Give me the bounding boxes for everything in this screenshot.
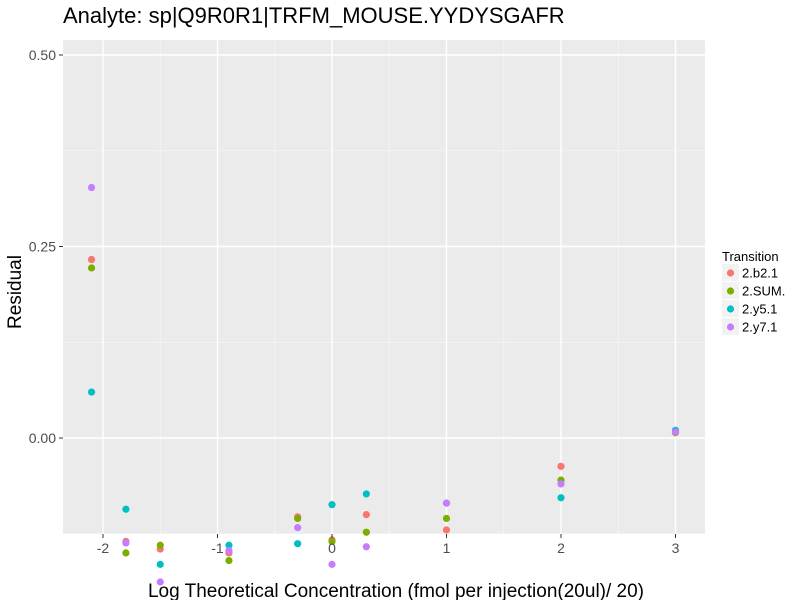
data-point (87, 255, 96, 264)
legend: Transition 2.b2.1 2.SUM. 2.y5.1 2.y7.1 (722, 249, 785, 335)
x-tick-label: 0 (328, 540, 336, 556)
legend-key (726, 305, 735, 313)
data-point (122, 505, 130, 513)
data-point (442, 514, 451, 523)
x-tick-label: -2 (97, 540, 110, 556)
data-point (557, 494, 565, 502)
legend-label: 2.y7.1 (742, 320, 777, 335)
data-point (557, 462, 565, 470)
legend-key (726, 269, 735, 277)
data-point (225, 541, 233, 549)
x-tick-label: -1 (211, 540, 224, 556)
data-point (87, 183, 96, 192)
data-point (362, 510, 370, 519)
legend-label: 2.y5.1 (742, 302, 777, 317)
x-tick-label: 2 (557, 540, 565, 556)
data-point (122, 539, 130, 547)
legend-title: Transition (722, 249, 779, 264)
x-tick-label: 1 (443, 540, 451, 556)
major-gridlines (63, 40, 705, 534)
data-point (156, 541, 164, 549)
legend-key (726, 287, 735, 295)
data-point (328, 501, 336, 509)
x-axis-title: Log Theoretical Concentration (fmol per … (148, 581, 644, 600)
chart-title: Analyte: sp|Q9R0R1|TRFM_MOUSE.YYDYSGAFR (63, 3, 565, 28)
data-point (442, 526, 451, 534)
data-point (442, 499, 451, 507)
data-point (362, 528, 370, 536)
data-point (362, 543, 370, 551)
y-tick-label: 0.00 (29, 430, 56, 446)
data-point (328, 537, 336, 546)
y-tick-label: 0.25 (29, 239, 56, 255)
data-point (87, 388, 96, 396)
plot-panel (63, 40, 705, 534)
y-axis-title: Residual (5, 255, 26, 329)
legend-key (726, 323, 735, 331)
data-point (156, 578, 164, 586)
data-points (87, 183, 680, 586)
data-point (87, 264, 96, 272)
data-point (362, 490, 370, 498)
data-point (557, 480, 565, 488)
minor-gridlines (63, 40, 705, 535)
data-point (225, 547, 233, 555)
data-point (294, 540, 302, 548)
y-axis-ticks: 0.000.250.500.751.00 (29, 47, 63, 446)
data-point (294, 514, 302, 523)
x-tick-label: 3 (672, 540, 680, 556)
data-point (671, 428, 680, 436)
data-point (122, 549, 130, 557)
x-axis-ticks: -2 -1 0 1 2 3 (97, 534, 680, 556)
y-tick-label: 0.50 (29, 47, 56, 63)
data-point (225, 556, 233, 565)
data-point (328, 560, 336, 568)
legend-label: 2.b2.1 (742, 266, 778, 281)
data-point (294, 524, 302, 532)
legend-label: 2.SUM. (742, 284, 785, 299)
data-point (156, 560, 164, 568)
